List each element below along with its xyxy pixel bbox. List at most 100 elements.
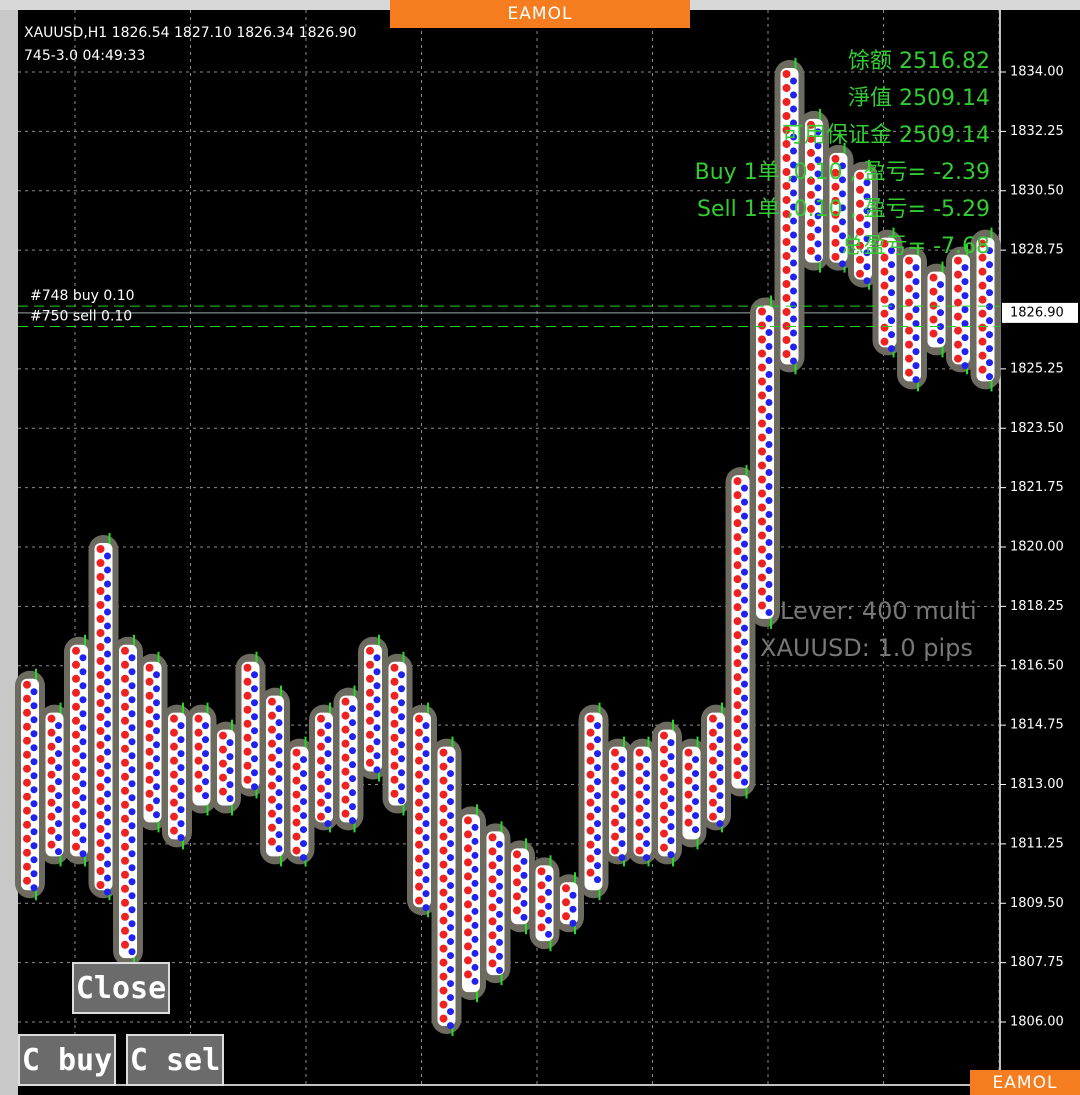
bar-dot [790,315,797,323]
price-tick-label: 1820.00 [1010,540,1064,555]
bar-dot [937,309,944,317]
bar-dot [251,741,258,749]
bar-dot [128,752,136,760]
bar-dot [635,748,644,757]
bar-dot [807,120,815,129]
bar-dot [961,320,969,328]
bar-dot [30,772,38,780]
bar-dot [464,900,472,909]
bar-dot [709,812,717,821]
bar-dot [880,337,889,346]
bar-dot [23,862,31,871]
bar-dot [23,834,31,843]
bar-dot [464,858,472,867]
bar-dot [741,582,748,590]
bar-dot [537,881,546,890]
close-button[interactable]: Close [72,962,170,1014]
bar-dot [292,846,301,855]
bar-dot [398,783,405,791]
bar-dot [96,573,105,581]
bar-dot [839,162,846,170]
bar-dot [790,91,797,99]
bar-dot [128,668,136,676]
bar-dot [758,475,766,484]
bar-dot [863,235,871,243]
bar-dot [741,554,748,562]
bar-dot [177,806,185,814]
bar-dot [912,362,920,370]
bar-dot [366,660,374,669]
bar-dot [145,803,154,812]
bar-dot [978,309,987,318]
bar-dot [594,834,601,842]
bar-dot [439,804,448,813]
bar-dot [765,427,773,434]
bar-dot [814,170,822,178]
bar-dot [758,517,766,526]
bar-dot [226,739,234,747]
bar-dot [790,231,797,239]
bar-dot [733,589,742,598]
bar-dot [839,218,846,226]
bar-dot [390,677,399,686]
bar-dot [758,321,766,330]
bar-dot [390,705,399,714]
bar-dot [96,867,105,875]
bar-dot [415,784,423,793]
bar-dot [275,719,283,727]
bar-dot [643,784,650,792]
bar-dot [439,902,448,911]
bar-dot [23,722,31,731]
bar-dot [978,323,987,332]
bar-dot [194,770,203,779]
bar-dot [978,281,987,290]
bar-dot [545,930,552,938]
bar-dot [104,874,111,882]
price-tick-label: 1814.75 [1010,718,1064,733]
close-buy-button[interactable]: C buy [18,1034,116,1086]
brand-text: EAMOL [992,1072,1058,1093]
bar-dot [643,826,650,834]
bar-dot [55,792,62,800]
bar-dot [839,204,846,212]
bar-dot [520,899,528,907]
close-sell-button[interactable]: C sel [126,1034,224,1086]
bar-dot [202,792,209,800]
bar-dot [741,680,748,688]
bar-dot [79,696,87,704]
bar-dot [856,255,864,264]
bar-dot [145,691,154,700]
bar-dot [128,682,136,690]
bar-dot [219,731,227,740]
bar-dot [863,207,871,215]
bar-dot [275,831,283,839]
bar-dot [153,741,160,749]
bar-dot [422,736,430,744]
bar-dot [782,84,791,92]
bar-dot [415,728,423,737]
bar-dot [79,794,87,802]
bar-dot [153,727,160,735]
bar-dot [912,320,920,328]
bar-dot [128,906,136,914]
bar-dot [30,786,38,794]
bar-dot [856,227,864,236]
bar-dot [226,767,234,775]
bar-dot [513,850,521,859]
bar-dot [978,365,987,374]
price-tick-label: 1821.75 [1010,480,1064,495]
bar-dot [594,848,601,856]
bar-dot [856,171,864,180]
bar-dot [72,842,80,851]
bar-dot [128,892,136,900]
bar-dot [863,277,871,285]
bar-dot [422,876,430,884]
bar-dot [72,674,80,683]
bar-dot [373,682,381,690]
bar-dot [128,696,136,704]
bar-dot [121,646,129,655]
bar-dot [741,498,748,506]
bar-dot [733,645,742,654]
bar-dot [292,790,301,799]
bar-dot [104,790,111,798]
